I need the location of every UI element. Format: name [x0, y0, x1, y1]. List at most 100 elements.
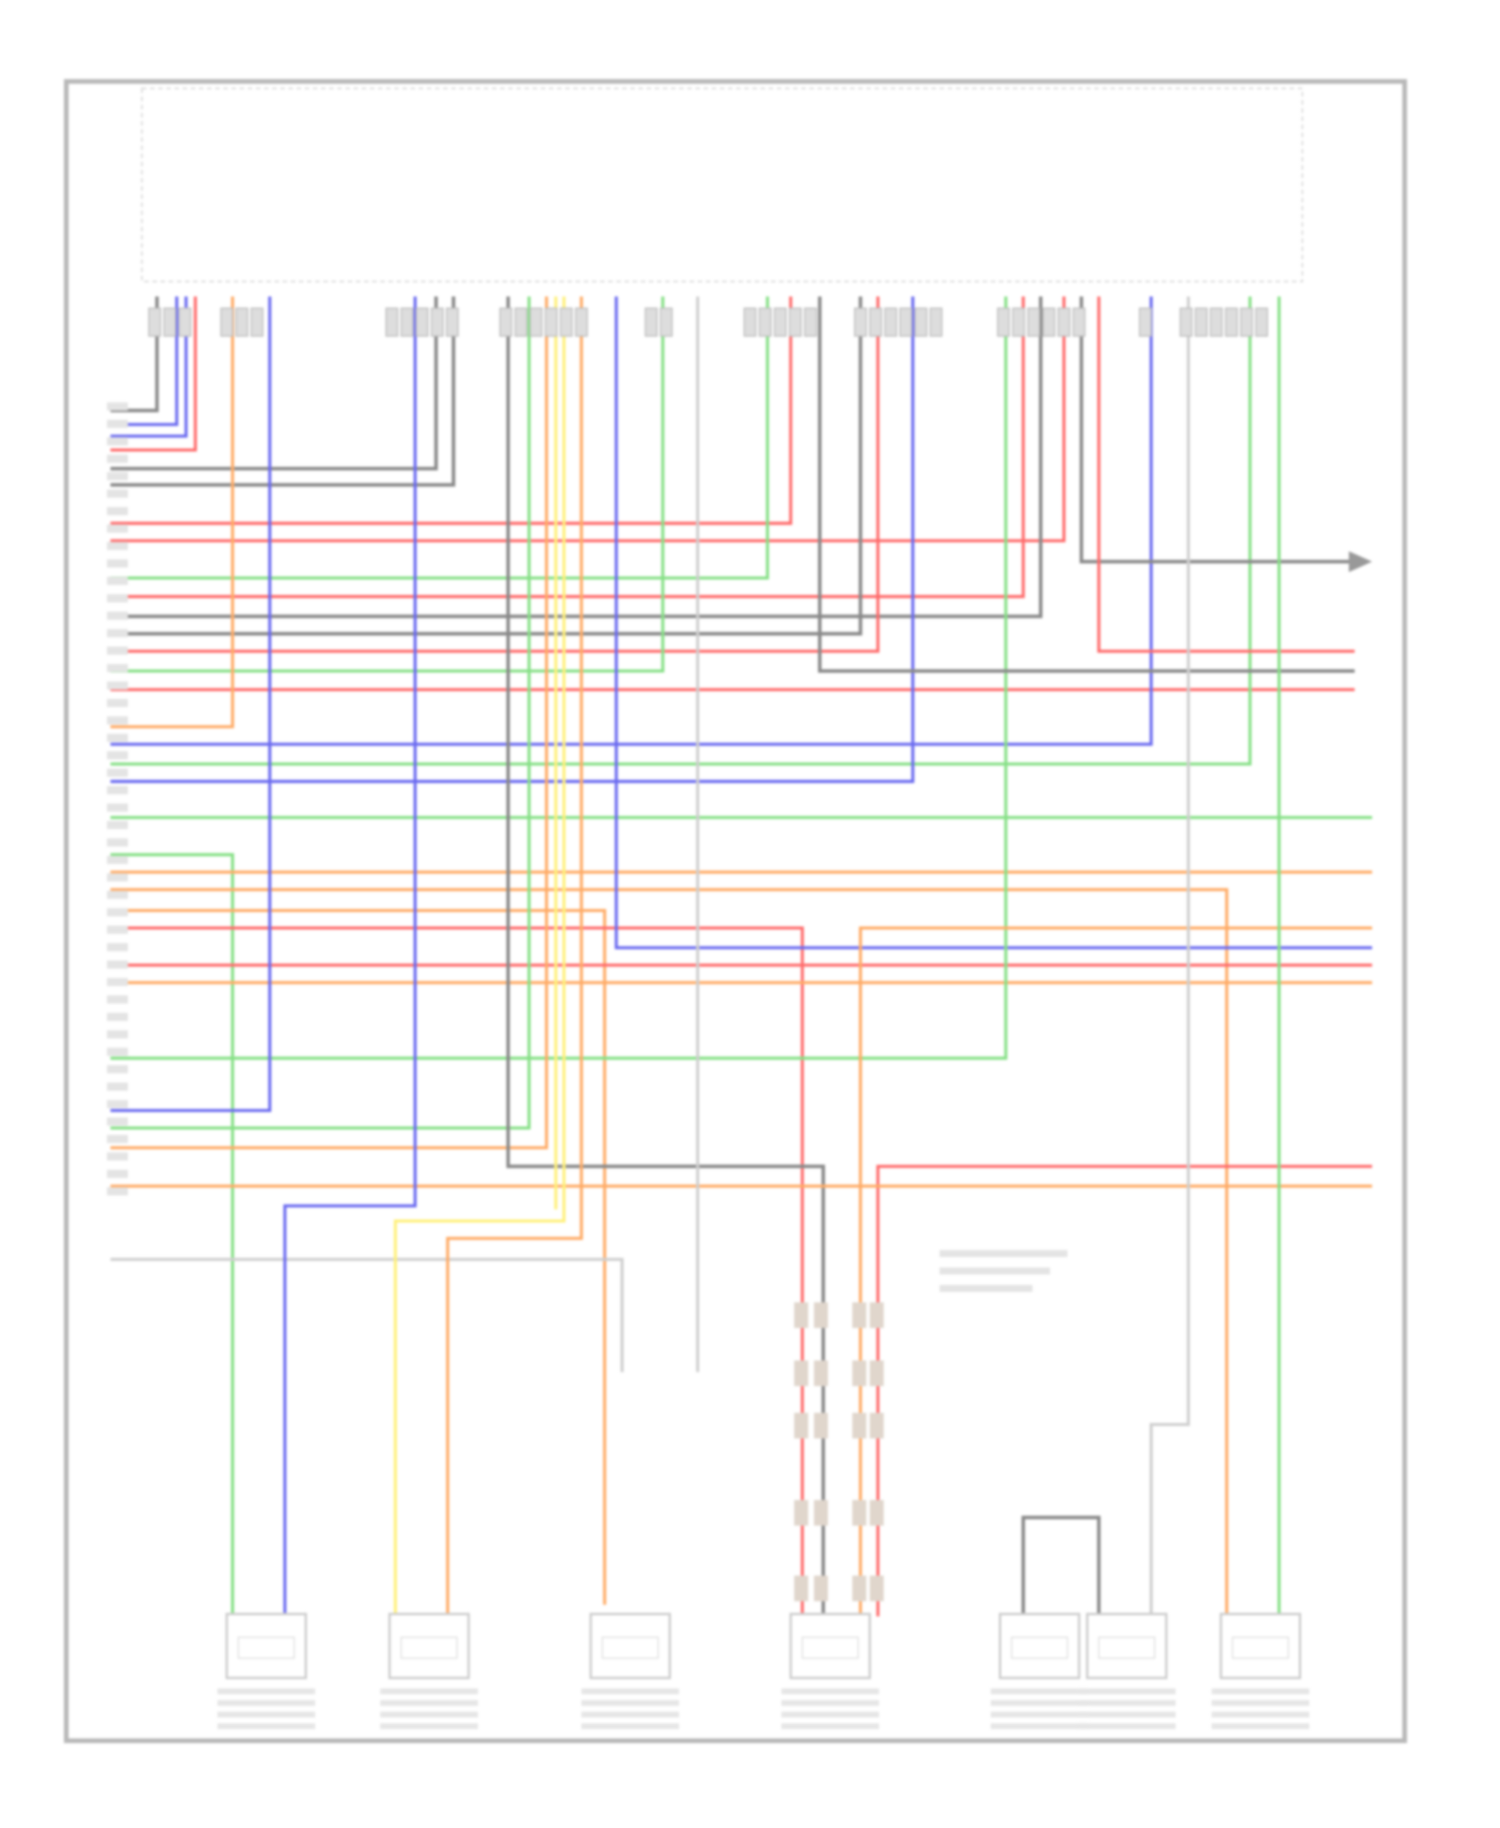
wire-label-tag — [106, 1047, 128, 1056]
component-label — [990, 1700, 1089, 1706]
component-label — [1077, 1688, 1176, 1695]
connector-pin — [1240, 307, 1253, 337]
wire-gray — [110, 296, 438, 471]
diagram-frame — [63, 79, 1407, 1744]
inline-connector — [794, 1575, 809, 1602]
wire-orange — [110, 296, 549, 1150]
wire-label-tag — [106, 402, 128, 411]
wire-label-tag — [106, 820, 128, 830]
connector-pin — [788, 307, 802, 337]
wire-gray — [1079, 296, 1355, 564]
wire-label-tag — [106, 855, 128, 864]
component — [581, 1612, 680, 1730]
inline-connector — [852, 1360, 867, 1387]
connector-pin — [529, 307, 543, 337]
wire-label-tag — [106, 995, 128, 1004]
wire-label-tag — [106, 977, 128, 987]
inline-connector — [794, 1500, 809, 1526]
wire-orange — [110, 888, 1229, 1617]
connector-pin — [1179, 307, 1193, 337]
inline-connector — [813, 1302, 828, 1328]
inline-connector — [869, 1360, 884, 1387]
component-symbol — [237, 1636, 295, 1659]
component-label — [1211, 1711, 1310, 1718]
wire-light — [1149, 296, 1190, 1617]
component-label — [380, 1711, 478, 1718]
connector-pin — [1255, 307, 1269, 337]
wire-label-tag — [106, 1187, 128, 1196]
connector-pin — [899, 307, 913, 337]
wire-gray — [818, 296, 1355, 673]
component-label — [990, 1688, 1089, 1695]
inline-connector — [852, 1575, 867, 1602]
component-label — [1211, 1700, 1310, 1706]
wire-label-tag — [106, 437, 128, 446]
wire-label-tag — [106, 803, 128, 812]
inline-connector — [852, 1302, 867, 1328]
wire-red — [110, 296, 1025, 599]
control-module-outline — [140, 87, 1304, 283]
legend-line — [939, 1267, 1050, 1275]
wire-label-tag — [106, 1012, 128, 1021]
inline-connector — [813, 1360, 828, 1387]
connector-pin — [235, 307, 249, 337]
wire-label-tag — [106, 716, 128, 725]
wire-red — [110, 296, 793, 525]
component — [217, 1612, 316, 1730]
wire-label-tag — [106, 1082, 128, 1091]
connector-pin — [559, 307, 573, 337]
wire-blue — [110, 296, 1153, 746]
connector-pin — [997, 307, 1010, 337]
component — [380, 1612, 478, 1730]
wire-label-tag — [106, 472, 128, 481]
wire-red — [110, 296, 880, 653]
wire-gray — [110, 296, 863, 636]
wire-green — [110, 296, 1252, 766]
wire-gray — [506, 296, 825, 1617]
wire-label-tag — [106, 594, 128, 603]
connector-pin — [1194, 307, 1208, 337]
wire-blue — [110, 296, 188, 438]
wire-blue — [614, 296, 1373, 950]
component-label — [380, 1723, 478, 1730]
connector-pin — [415, 307, 429, 337]
wire-label-tag — [106, 454, 128, 463]
component-label — [581, 1711, 680, 1718]
wire-label-tag — [106, 559, 128, 568]
connector-pin — [220, 307, 234, 337]
inline-connector — [852, 1500, 867, 1526]
component-symbol — [1231, 1636, 1289, 1659]
wire-red — [110, 926, 804, 1617]
connector-pin — [1072, 307, 1086, 337]
connector-pin — [869, 307, 882, 337]
inline-connector — [869, 1302, 884, 1328]
wire-orange — [858, 926, 1373, 1617]
connector-pin — [499, 307, 513, 337]
wire-blue — [283, 296, 417, 1617]
connector-pin — [884, 307, 898, 337]
component-label — [781, 1723, 880, 1730]
component-label — [781, 1700, 880, 1706]
wire-light — [110, 1257, 624, 1373]
connector-pin — [430, 307, 444, 337]
connector-pin — [804, 307, 817, 337]
connector-pin — [544, 307, 558, 337]
wire-label-tag — [106, 1030, 128, 1039]
wire-label-tag — [106, 838, 128, 847]
connector-pin — [1042, 307, 1056, 337]
connector-pin — [914, 307, 928, 337]
connector-pin — [1012, 307, 1025, 337]
connector-pin — [400, 307, 414, 337]
wire-red — [1097, 296, 1355, 653]
component-label — [217, 1711, 316, 1718]
connector-pin — [854, 307, 867, 337]
connector-pin — [385, 307, 399, 337]
wire-green — [110, 296, 665, 673]
wire-red — [110, 296, 1066, 543]
wire-label-tag — [106, 786, 128, 795]
component-label — [1077, 1723, 1176, 1730]
connector-pin — [178, 307, 192, 337]
connector-pin — [929, 307, 943, 337]
inline-connector — [813, 1412, 828, 1439]
wire-label-tag — [106, 507, 128, 516]
